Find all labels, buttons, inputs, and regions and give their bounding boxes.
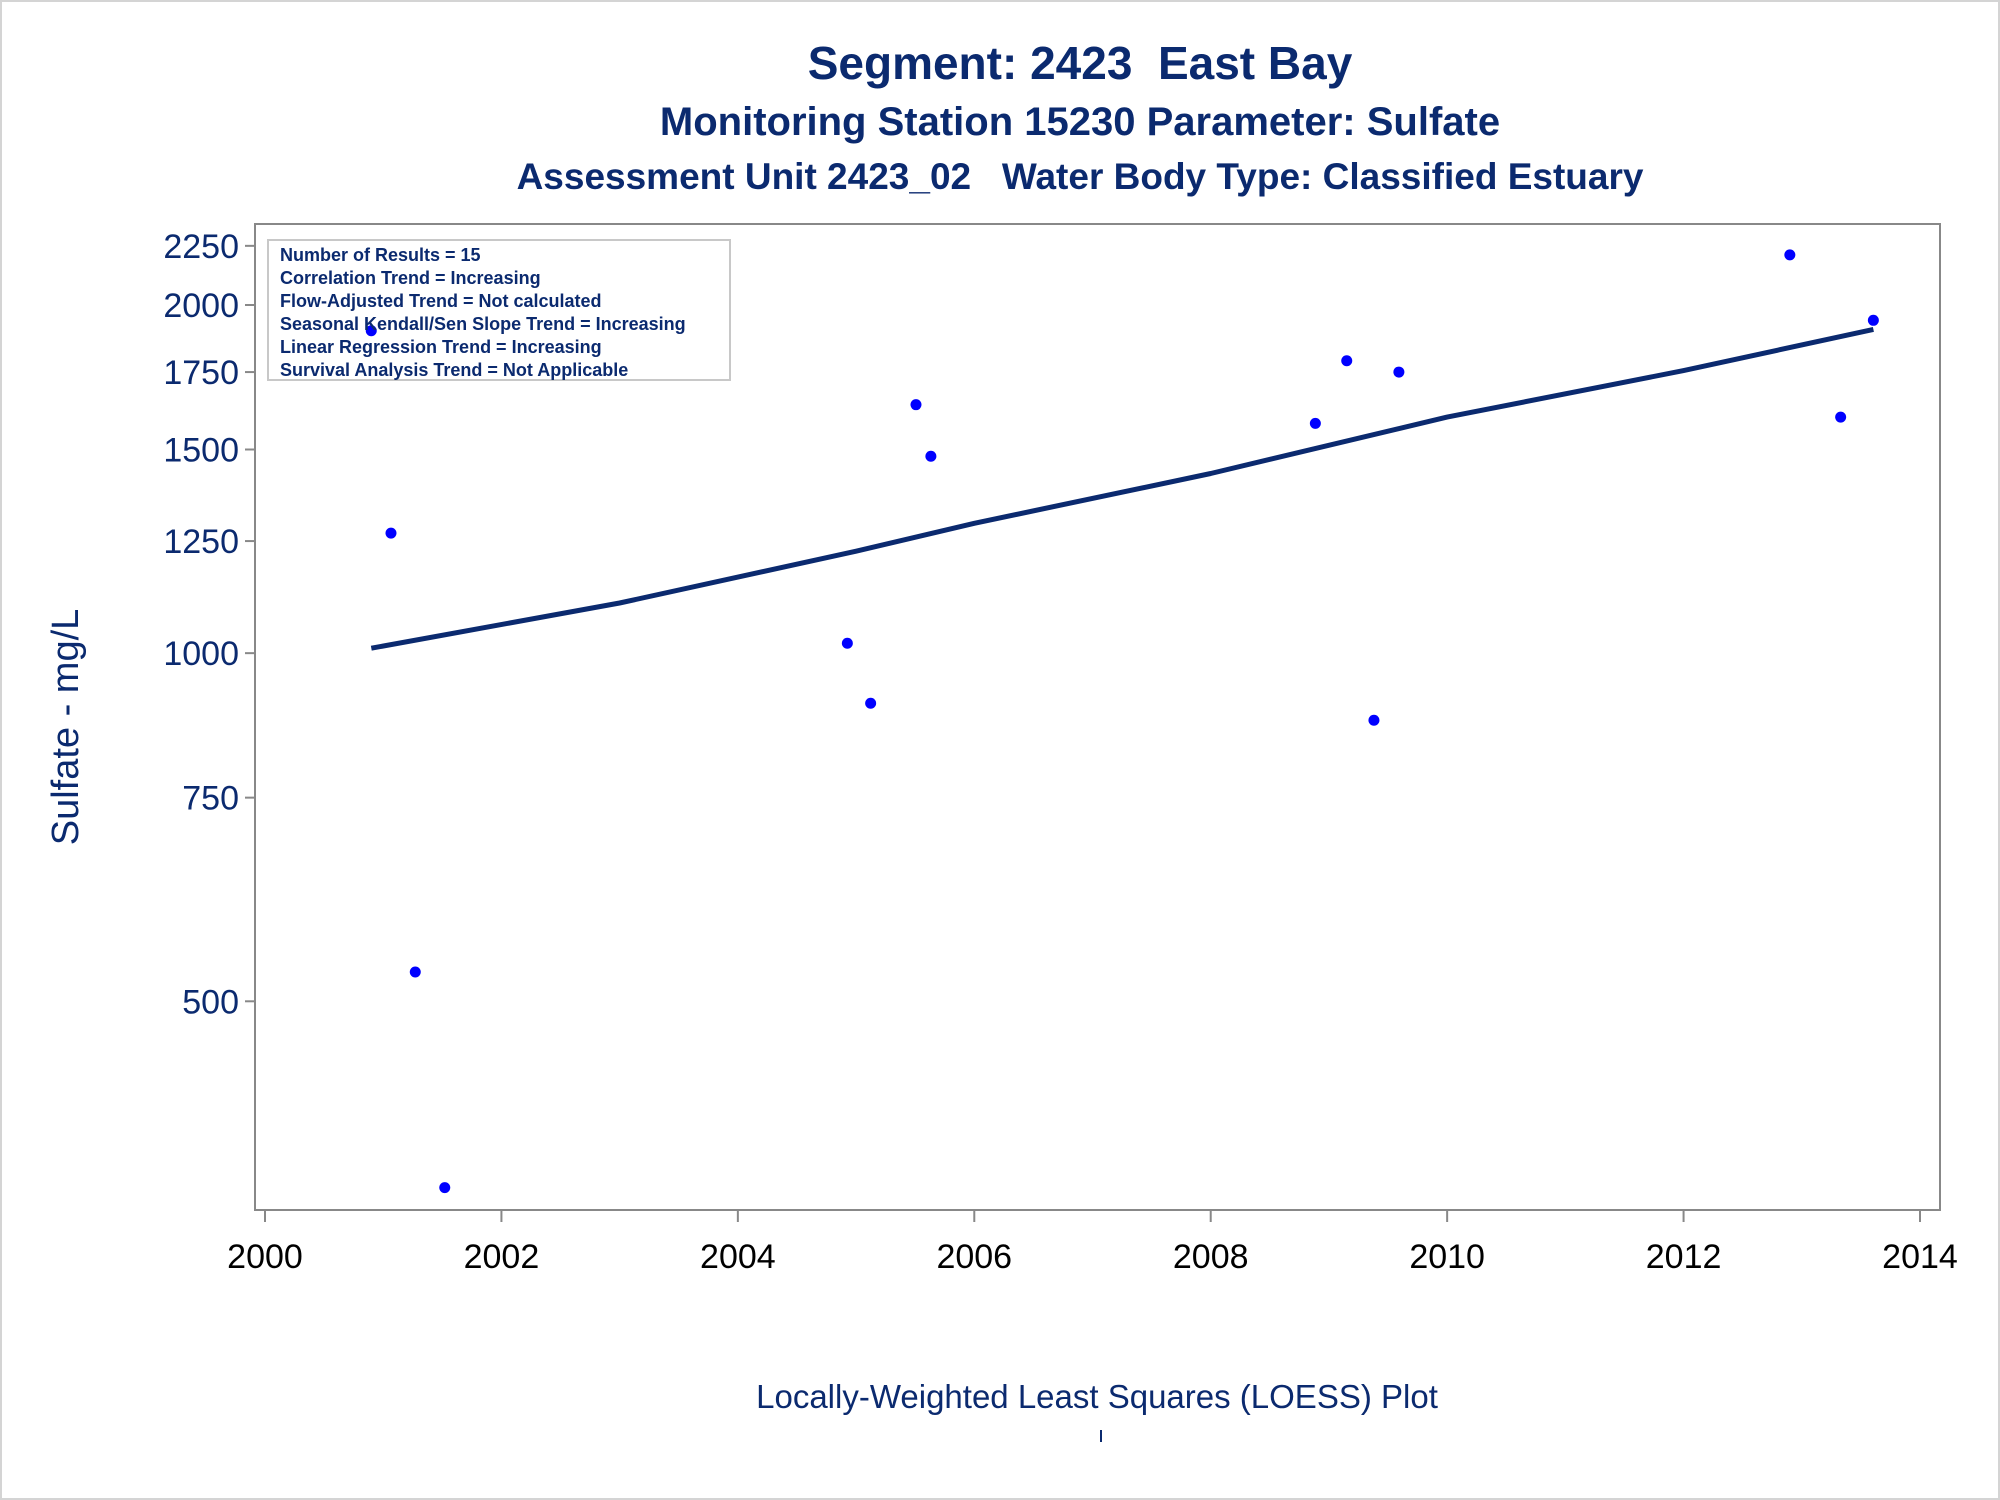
stats-box-line: Flow-Adjusted Trend = Not calculated: [280, 291, 602, 311]
data-point: [1393, 366, 1405, 378]
data-point: [925, 450, 937, 462]
x-tick-label: 2002: [464, 1238, 540, 1276]
stats-box-border: [267, 239, 731, 381]
x-tick-label: 2004: [700, 1238, 776, 1276]
data-point: [409, 966, 421, 978]
data-point: [385, 527, 397, 539]
data-point: [910, 399, 922, 411]
plot-footnote: Locally-Weighted Least Squares (LOESS) P…: [756, 1378, 1438, 1415]
y-tick-label: 1500: [163, 431, 239, 469]
data-point: [841, 637, 853, 649]
loess-trend-line: [370, 326, 1874, 651]
stats-box-line: Linear Regression Trend = Increasing: [280, 337, 602, 357]
data-point: [1867, 314, 1879, 326]
x-tick-label: 2006: [936, 1238, 1012, 1276]
chart-subtitle-secondary: Assessment Unit 2423_02 Water Body Type:…: [516, 156, 1644, 197]
y-tick-label: 2250: [163, 228, 239, 266]
x-tick-label: 2008: [1173, 1238, 1249, 1276]
y-tick-label: 750: [182, 780, 239, 818]
data-point: [865, 697, 877, 709]
y-tick-label: 1750: [163, 354, 239, 392]
x-tick-label: 2012: [1646, 1238, 1722, 1276]
x-tick-label: 2000: [227, 1238, 303, 1276]
y-tick-label: 2000: [163, 287, 239, 325]
data-point: [439, 1182, 451, 1194]
stats-annotation-box: Number of Results = 15 Correlation Trend …: [267, 239, 731, 381]
stats-box-line: Seasonal Kendall/Sen Slope Trend = Incre…: [280, 314, 686, 334]
data-point: [1341, 355, 1353, 367]
data-point: [1784, 249, 1796, 261]
y-tick-label: 1250: [163, 523, 239, 561]
plot-area: 500 750 1000 1250 1500 1750 2000 2250 2000 2002 20…: [45, 223, 1958, 1276]
x-tick-label: 2010: [1409, 1238, 1485, 1276]
chart-subtitle: Monitoring Station 15230 Parameter: Sulf…: [659, 100, 1501, 144]
stats-box-line: Survival Analysis Trend = Not Applicable: [280, 360, 628, 380]
y-tick-label: 500: [182, 983, 239, 1021]
footnote-tick-mark: [1100, 1430, 1102, 1442]
data-point: [1368, 714, 1380, 726]
x-tick-label: 2014: [1882, 1238, 1958, 1276]
plot-border: [254, 223, 1941, 1211]
stats-box-line: Correlation Trend = Increasing: [280, 268, 541, 288]
data-point: [1309, 417, 1321, 429]
chart-title: Segment: 2423 East Bay: [807, 37, 1353, 89]
data-point: [365, 325, 377, 337]
data-point: [1835, 411, 1847, 423]
y-tick-label: 1000: [163, 635, 239, 673]
stats-box-line: Number of Results = 15: [280, 245, 481, 265]
y-axis-label: Sulfate - mg/L: [45, 609, 87, 846]
